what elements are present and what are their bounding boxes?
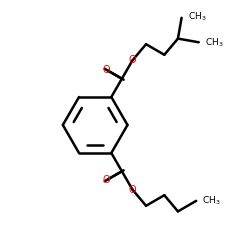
Text: CH$_3$: CH$_3$ (205, 36, 224, 48)
Text: O: O (102, 175, 110, 185)
Text: CH$_3$: CH$_3$ (188, 10, 206, 23)
Text: O: O (102, 65, 110, 75)
Text: CH$_3$: CH$_3$ (202, 194, 221, 207)
Text: O: O (129, 56, 136, 66)
Text: O: O (129, 184, 136, 194)
